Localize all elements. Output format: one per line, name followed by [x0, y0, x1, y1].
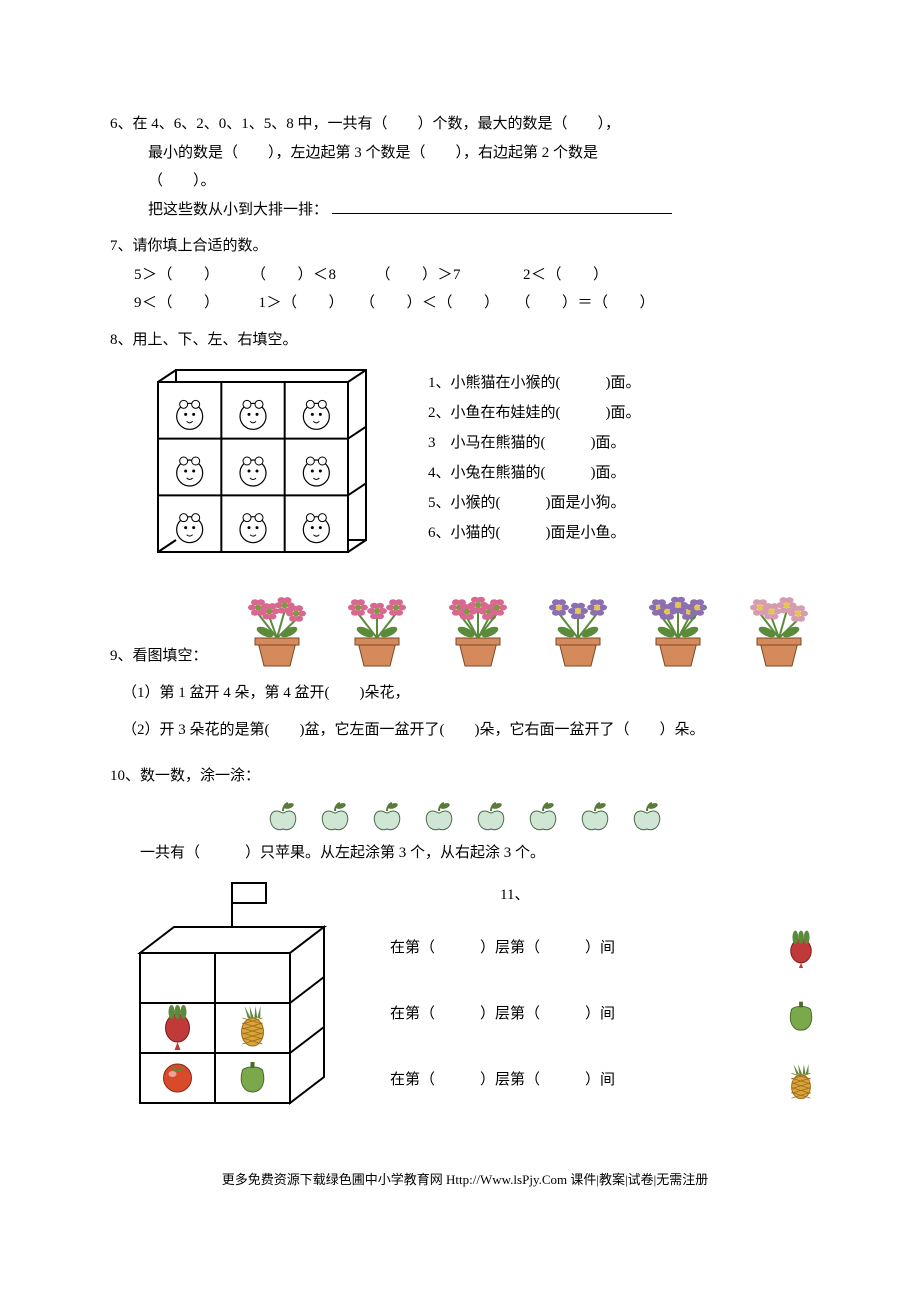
q8-item-2: 2、小鱼在布娃娃的( )面。 — [428, 398, 641, 428]
flower-pot-6 — [740, 580, 818, 670]
radish-icon — [782, 930, 820, 968]
flower-pots — [236, 580, 820, 670]
pepper-icon — [782, 996, 820, 1034]
apple-row — [110, 797, 820, 833]
q8-item-3: 3 小马在熊猫的( )面。 — [428, 428, 641, 458]
q9-label: 9、看图填空： — [110, 642, 230, 671]
q11-line-1: 在第（ ）层第（ ）间 — [390, 930, 820, 968]
q11-text-3: 在第（ ）层第（ ）间 — [390, 1066, 615, 1095]
q11-label: 11、 — [390, 881, 820, 910]
q6-line2: 最小的数是（ ），左边起第 3 个数是（ ），右边起第 2 个数是 — [110, 139, 820, 168]
apple-1 — [265, 797, 301, 833]
question-10: 10、数一数，涂一涂： 一共有（ ）只苹果。从左起涂第 3 个，从右起涂 3 个… — [110, 762, 820, 867]
pineapple-icon — [782, 1062, 820, 1100]
building-diagram — [110, 881, 370, 1121]
question-6: 6、在 4、6、2、0、1、5、8 中，一共有（ ）个数，最大的数是（ ）， 最… — [110, 110, 820, 224]
apple-3 — [369, 797, 405, 833]
q10-text: 一共有（ ）只苹果。从左起涂第 3 个，从右起涂 3 个。 — [110, 839, 820, 868]
question-9: 9、看图填空： （1）第 1 盆开 4 朵，第 4 盆开( )朵花， （2）开 … — [110, 580, 820, 744]
question-7: 7、请你填上合适的数。 5＞（ ） （ ）＜8 （ ）＞7 2＜（ ） 9＜（ … — [110, 232, 820, 318]
question-8: 8、用上、下、左、右填空。 1、小熊猫在小猴的( )面。2、小鱼在布娃娃的( )… — [110, 326, 820, 571]
q6-sort-label: 把这些数从小到大排一排： — [148, 202, 328, 218]
q7-title: 7、请你填上合适的数。 — [110, 232, 820, 261]
apple-4 — [421, 797, 457, 833]
flower-pot-1 — [238, 580, 316, 670]
question-11: 11、 在第（ ）层第（ ）间在第（ ）层第（ ）间在第（ ）层第（ ）间 — [110, 881, 820, 1128]
flower-pot-3 — [439, 580, 517, 670]
apple-5 — [473, 797, 509, 833]
q7-row2: 9＜（ ） 1＞（ ） （ ）＜（ ） （ ）＝（ ） — [110, 289, 820, 318]
apple-7 — [577, 797, 613, 833]
flower-pot-2 — [338, 580, 416, 670]
apple-6 — [525, 797, 561, 833]
page-footer: 更多免费资源下载绿色圃中小学教育网 Http://Www.lsPjy.Com 课… — [110, 1168, 820, 1193]
q11-text-2: 在第（ ）层第（ ）间 — [390, 1000, 615, 1029]
q8-item-6: 6、小猫的( )面是小鱼。 — [428, 518, 641, 548]
q6-line3: （ ）。 — [110, 167, 820, 196]
q8-item-4: 4、小兔在熊猫的( )面。 — [428, 458, 641, 488]
q6-blank-line — [332, 199, 672, 214]
q6-line4: 把这些数从小到大排一排： — [110, 196, 820, 225]
q6-line1: 6、在 4、6、2、0、1、5、8 中，一共有（ ）个数，最大的数是（ ）， — [110, 110, 820, 139]
flower-pot-5 — [639, 580, 717, 670]
q8-title: 8、用上、下、左、右填空。 — [110, 326, 820, 355]
apple-2 — [317, 797, 353, 833]
q8-list: 1、小熊猫在小猴的( )面。2、小鱼在布娃娃的( )面。3 小马在熊猫的( )面… — [428, 360, 641, 548]
q7-row1: 5＞（ ） （ ）＜8 （ ）＞7 2＜（ ） — [110, 261, 820, 290]
q11-line-3: 在第（ ）层第（ ）间 — [390, 1062, 820, 1100]
q11-text-1: 在第（ ）层第（ ）间 — [390, 934, 615, 963]
q9-sub1: （1）第 1 盆开 4 朵，第 4 盆开( )朵花， — [110, 680, 820, 707]
apple-8 — [629, 797, 665, 833]
q11-line-2: 在第（ ）层第（ ）间 — [390, 996, 820, 1034]
q8-item-5: 5、小猴的( )面是小狗。 — [428, 488, 641, 518]
shelf-diagram — [148, 360, 388, 570]
q8-item-1: 1、小熊猫在小猴的( )面。 — [428, 368, 641, 398]
q9-sub2: （2）开 3 朵花的是第( )盆，它左面一盆开了( )朵，它右面一盆开了（ ）朵… — [110, 717, 820, 744]
q10-title: 10、数一数，涂一涂： — [110, 762, 820, 791]
flower-pot-4 — [539, 580, 617, 670]
